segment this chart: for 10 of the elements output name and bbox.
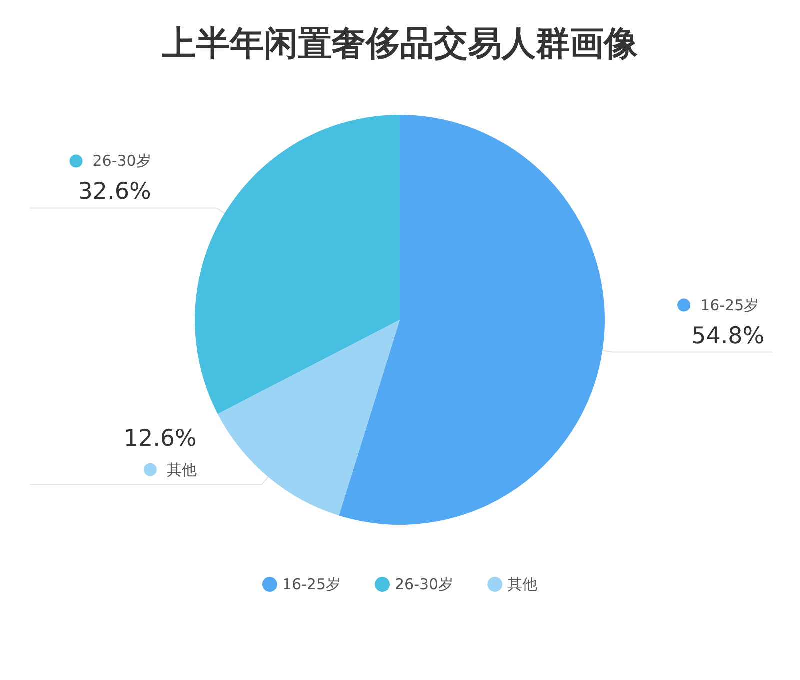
data-label: 54.8% bbox=[692, 323, 765, 350]
chart-title: 上半年闲置奢侈品交易人群画像 bbox=[161, 24, 639, 64]
category-label: 16-25岁 bbox=[700, 296, 760, 314]
data-label: 12.6% bbox=[124, 426, 197, 452]
category-label: 26-30岁 bbox=[395, 576, 454, 594]
legend-label: 16-25岁 bbox=[282, 576, 342, 594]
data-label: 32.6% bbox=[78, 179, 152, 206]
legend-label: 其他 bbox=[166, 460, 197, 479]
legend-label: 26-30岁 bbox=[92, 152, 152, 170]
category-label: 其他 bbox=[508, 576, 538, 594]
